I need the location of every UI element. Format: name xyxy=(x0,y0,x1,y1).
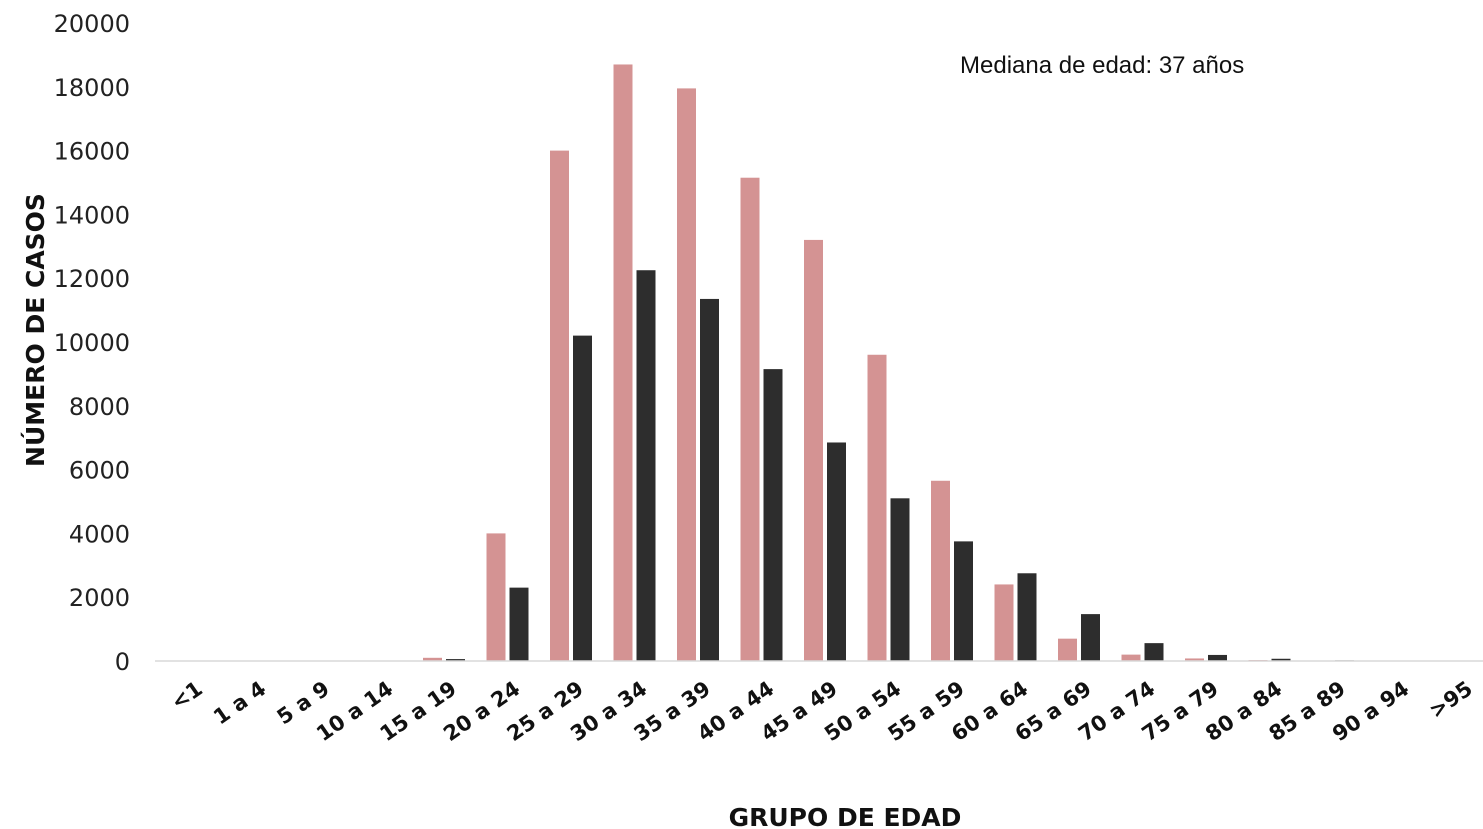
y-tick-label: 6000 xyxy=(69,457,130,485)
bar-series-1 xyxy=(867,354,887,661)
bar-series-2 xyxy=(827,442,846,661)
y-tick-label: 12000 xyxy=(54,265,130,293)
y-tick-label: 8000 xyxy=(69,393,130,421)
y-tick-label: 20000 xyxy=(54,10,130,38)
bar-series-1 xyxy=(994,584,1014,661)
bar-series-2 xyxy=(954,541,973,661)
bar-series-1 xyxy=(804,239,823,662)
bar-series-2 xyxy=(700,298,719,661)
bar-series-2 xyxy=(446,659,465,661)
x-tick-label: 1 a 4 xyxy=(209,676,270,729)
y-tick-label: 0 xyxy=(115,648,130,676)
bar-series-1 xyxy=(931,480,950,661)
x-axis-title: GRUPO DE EDAD xyxy=(729,803,962,829)
bar-series-2 xyxy=(509,587,529,661)
bar-series-1 xyxy=(740,177,760,661)
y-axis-ticks: 0 2000 4000 6000 8000 10000 12000 14000 16000 180… xyxy=(54,10,130,676)
bar-series-2 xyxy=(1208,654,1227,661)
y-tick-label: 14000 xyxy=(54,201,130,229)
y-tick-label: 18000 xyxy=(54,74,130,102)
bar-series-2 xyxy=(1144,643,1164,661)
bar-series-1 xyxy=(1058,638,1077,661)
y-tick-label: 4000 xyxy=(69,520,130,548)
bar-series-2 xyxy=(1271,658,1291,661)
bar-series-1 xyxy=(423,657,442,661)
y-tick-label: 2000 xyxy=(69,584,130,612)
bar-series-1 xyxy=(613,64,633,662)
median-age-annotation: Mediana de edad: 37 años xyxy=(960,52,1244,79)
bar-series-2 xyxy=(636,270,656,661)
bar-series-1 xyxy=(486,533,506,661)
y-tick-label: 10000 xyxy=(54,329,130,357)
bar-series-1 xyxy=(677,88,696,661)
bar-series-2 xyxy=(1081,614,1100,661)
x-tick-label: <1 xyxy=(167,676,207,714)
bar-series-2 xyxy=(1017,573,1037,661)
bar-series-2 xyxy=(890,498,910,661)
y-tick-label: 16000 xyxy=(54,138,130,166)
bar-series-1 xyxy=(1185,658,1204,661)
bar-series-1 xyxy=(550,150,569,661)
y-axis-title: NÚMERO DE CASOS xyxy=(20,193,50,467)
bar-series-1 xyxy=(1121,654,1141,661)
bar-series-2 xyxy=(573,335,592,661)
x-tick-label: >95 xyxy=(1425,676,1477,723)
bar-series-2 xyxy=(763,369,783,661)
bars xyxy=(232,64,1418,662)
